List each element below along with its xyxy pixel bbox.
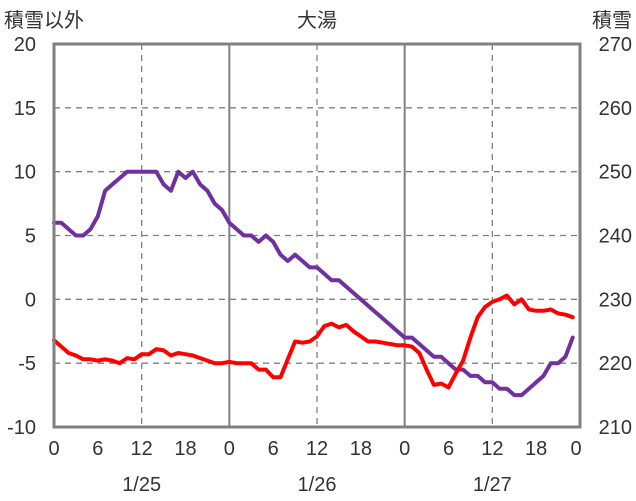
chart-title: 大湯	[297, 9, 337, 32]
x-tick-label: 6	[443, 438, 454, 460]
y-tick-label-right: 260	[599, 98, 632, 120]
date-label: 1/26	[298, 474, 337, 496]
y-tick-label-right: 210	[599, 417, 632, 439]
y-tick-label-left: -5	[18, 353, 36, 375]
y-tick-label-left: 0	[25, 289, 36, 311]
y-tick-label-right: 250	[599, 162, 632, 184]
series-line-1	[52, 169, 575, 398]
date-label: 1/27	[473, 474, 512, 496]
x-tick-label: 12	[306, 438, 328, 460]
date-label: 1/25	[122, 474, 161, 496]
x-tick-label: 18	[174, 438, 196, 460]
x-tick-label: 0	[399, 438, 410, 460]
y-tick-label-left: 10	[14, 162, 36, 184]
x-tick-label: 18	[525, 438, 547, 460]
x-tick-label: 6	[268, 438, 279, 460]
x-tick-label: 0	[224, 438, 235, 460]
x-tick-label: 18	[350, 438, 372, 460]
series-line-2	[52, 293, 575, 390]
y-tick-label-right: 230	[599, 289, 632, 311]
y-tick-label-left: -10	[7, 417, 36, 439]
y-tick-label-right: 220	[599, 353, 632, 375]
right-axis-label: 積雪	[592, 9, 632, 32]
x-tick-label: 12	[481, 438, 503, 460]
y-tick-label-left: 20	[14, 34, 36, 56]
x-tick-label: 0	[48, 438, 59, 460]
left-axis-label: 積雪以外	[4, 9, 84, 32]
plot-frame	[52, 42, 582, 429]
y-tick-label-left: 5	[25, 226, 36, 248]
x-tick-label: 0	[570, 438, 581, 460]
y-tick-label-right: 240	[599, 226, 632, 248]
y-tick-label-right: 270	[599, 34, 632, 56]
x-tick-label: 12	[131, 438, 153, 460]
x-tick-label: 6	[92, 438, 103, 460]
y-tick-label-left: 15	[14, 98, 36, 120]
